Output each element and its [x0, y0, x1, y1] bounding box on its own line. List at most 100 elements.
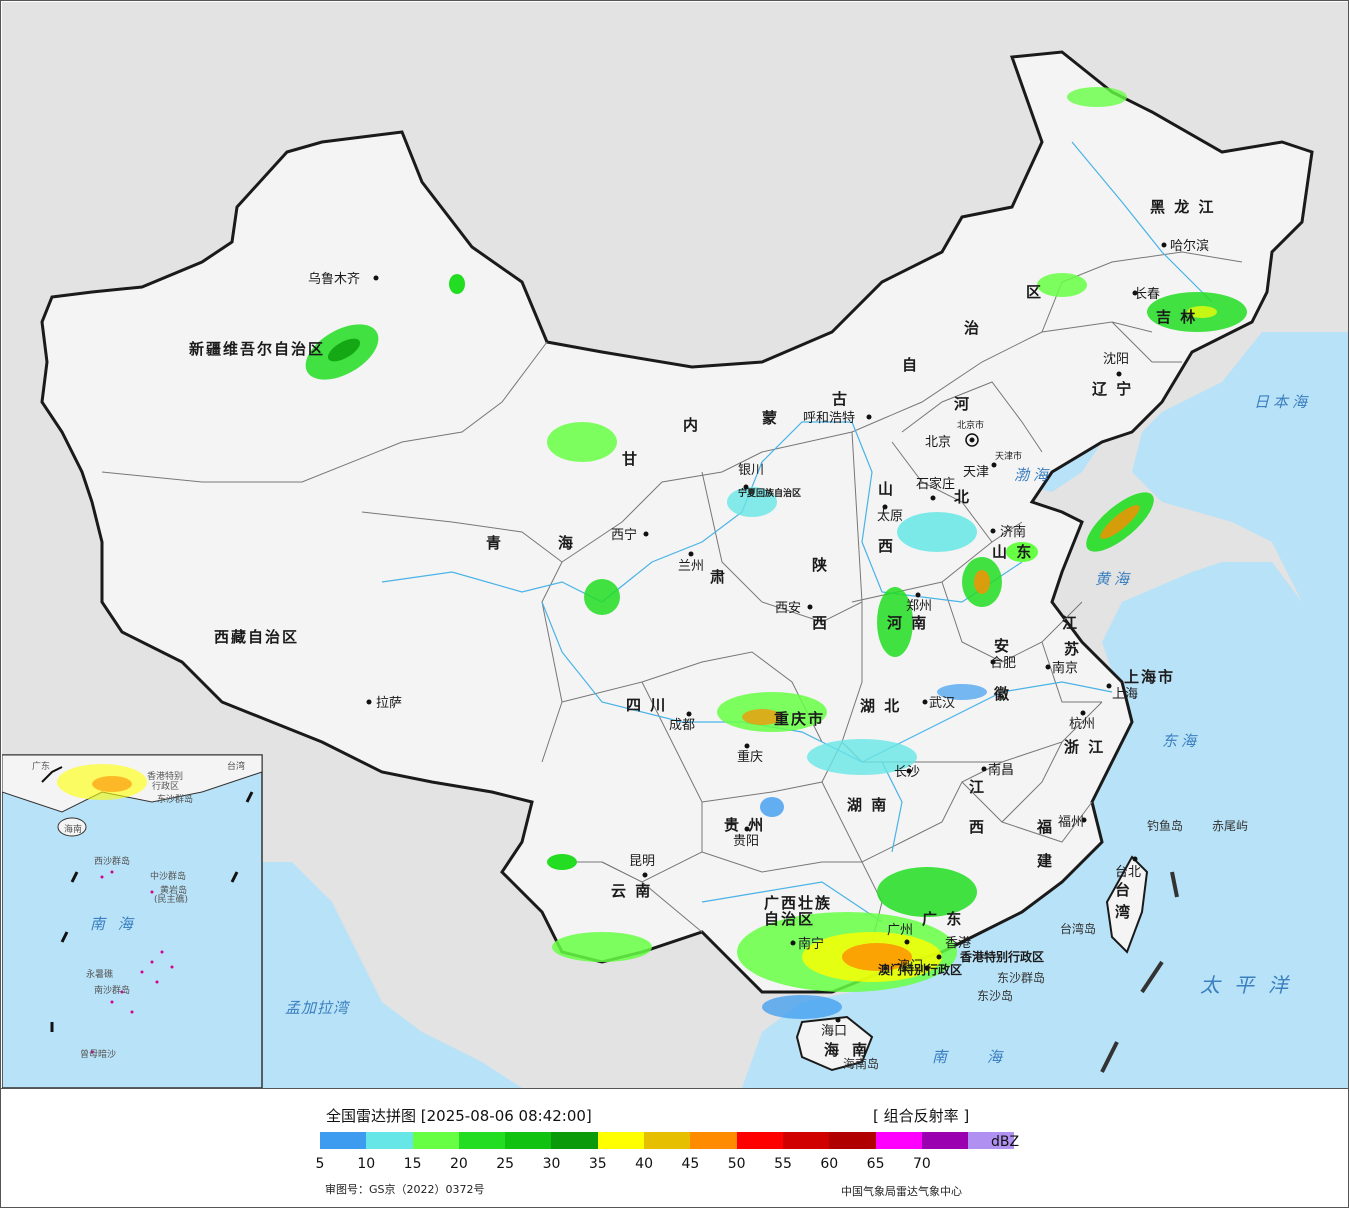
city-kunming: 昆明 — [629, 854, 655, 869]
province-ningxia: 宁夏回族自治区 — [738, 487, 801, 499]
color-swatch — [366, 1132, 413, 1149]
province-qinghai-2: 海 — [558, 534, 575, 552]
city-guangzhou: 广州 — [887, 923, 913, 938]
color-swatch — [968, 1132, 1015, 1149]
province-hainan-1: 海 — [824, 1041, 841, 1059]
province-taiwan-1: 台 — [1115, 881, 1132, 899]
inset-minzhu-label: (民主礁) — [154, 893, 188, 905]
color-swatch — [551, 1132, 598, 1149]
province-labels: 新疆维吾尔自治区 西藏自治区 青 海 甘 肃 内 蒙 古 自 治 区 黑 龙 江… — [189, 198, 1215, 1059]
island-chiwei: 赤尾屿 — [1212, 819, 1248, 833]
scale-tick-label: 25 — [496, 1156, 515, 1172]
sea-pacific: 太平洋 — [1200, 973, 1302, 997]
province-jiangsu-2: 苏 — [1064, 640, 1081, 658]
color-swatch — [412, 1132, 459, 1149]
province-heilongjiang: 黑 龙 江 — [1150, 198, 1215, 216]
color-swatch — [320, 1132, 367, 1149]
sea-east: 东海 — [1162, 732, 1200, 750]
city-taiyuan: 太原 — [877, 509, 903, 524]
island-dongsha-islands: 东沙群岛 — [997, 970, 1045, 985]
city-changchun: 长春 — [1134, 287, 1160, 302]
province-hainan-2: 南 — [852, 1041, 869, 1059]
city-changsha: 长沙 — [894, 765, 920, 780]
province-shaanxi-1: 陕 — [812, 556, 829, 574]
color-swatch — [875, 1132, 922, 1149]
city-nanchang: 南昌 — [988, 762, 1014, 778]
city-haikou: 海口 — [821, 1024, 847, 1039]
province-gansu-1: 甘 — [622, 450, 639, 468]
color-scale — [320, 1132, 1015, 1149]
radar-map: 南 海 中沙群岛 黄岩岛 (民主礁) 南沙群岛 永暑礁 曾母暗沙 西沙群岛 东沙… — [2, 2, 1348, 1088]
province-guangxi-2: 自治区 — [764, 910, 815, 928]
city-urumqi: 乌鲁木齐 — [308, 271, 360, 287]
city-xian: 西安 — [775, 601, 801, 616]
province-shanxi-1: 山 — [878, 480, 895, 498]
color-swatch — [736, 1132, 783, 1149]
province-henan: 河 南 — [887, 614, 928, 632]
boundary-dashes — [1100, 871, 1179, 1073]
city-jinan: 济南 — [1000, 524, 1026, 540]
radar-echoes — [305, 87, 1247, 1019]
island-hainan: 海南岛 — [843, 1056, 879, 1071]
china-landmass — [40, 50, 1314, 994]
province-xizang: 西藏自治区 — [214, 628, 299, 646]
province-gansu-2: 肃 — [710, 568, 727, 586]
island-taiwan: 台湾岛 — [1060, 921, 1096, 936]
city-nanjing: 南京 — [1052, 660, 1078, 676]
province-jiangxi-2: 西 — [969, 818, 986, 836]
capital-icon — [965, 433, 979, 447]
province-borders — [101, 251, 1243, 943]
province-fujian-1: 福 — [1036, 818, 1054, 836]
inset-guangdong-label: 广东 — [32, 760, 50, 772]
taiwan-island-shape — [1105, 855, 1149, 954]
province-neimenggu-4: 自 — [902, 356, 919, 374]
city-macau: 澳门 — [897, 958, 923, 974]
city-fuzhou: 福州 — [1058, 815, 1084, 830]
hainan-island-shape — [795, 1015, 874, 1072]
scale-tick-label: 55 — [774, 1156, 792, 1172]
color-swatch — [921, 1132, 969, 1149]
province-liaoning: 辽 宁 — [1092, 380, 1133, 398]
city-beijing: 北京 — [925, 435, 951, 450]
scale-tick-label: 5 — [315, 1156, 325, 1172]
sea-south: 南海 — [932, 1048, 1042, 1066]
color-swatch — [458, 1132, 506, 1149]
province-qinghai-1: 青 — [486, 534, 503, 552]
color-swatch — [690, 1132, 737, 1149]
province-anhui-2: 徽 — [993, 685, 1011, 703]
province-zhejiang: 浙 江 — [1064, 738, 1105, 756]
city-hangzhou: 杭州 — [1069, 717, 1095, 732]
scale-tick-label: 20 — [449, 1156, 468, 1172]
city-xining: 西宁 — [611, 527, 637, 543]
color-swatch — [505, 1132, 552, 1149]
inset-hainan-label: 海南 — [64, 823, 82, 835]
inset-nansha-label: 南沙群岛 — [94, 984, 130, 996]
scale-tick-label: 35 — [588, 1156, 607, 1172]
scale-tick-label: 65 — [866, 1156, 885, 1172]
province-jiangsu-1: 江 — [1062, 614, 1079, 632]
city-shenyang: 沈阳 — [1103, 352, 1129, 367]
city-yinchuan: 银川 — [738, 463, 764, 478]
province-macau: 澳门特别行政区 — [878, 962, 962, 977]
inset-huangyan-label: 黄岩岛 — [160, 884, 187, 896]
scale-tick-label: 60 — [820, 1156, 839, 1172]
ocean — [202, 332, 1348, 1088]
city-lhasa: 拉萨 — [376, 696, 402, 711]
province-hongkong: 香港特别行政区 — [959, 949, 1044, 964]
province-sichuan: 四 川 — [626, 696, 667, 714]
province-shandong: 山 东 — [992, 543, 1033, 561]
city-zhengzhou: 郑州 — [906, 599, 932, 614]
scale-tick-label: 40 — [635, 1156, 654, 1172]
city-tianjin-municipality: 天津市 — [995, 450, 1022, 462]
south-china-sea-inset: 南 海 中沙群岛 黄岩岛 (民主礁) 南沙群岛 永暑礁 曾母暗沙 西沙群岛 东沙… — [2, 754, 263, 1088]
color-swatch — [782, 1132, 830, 1149]
province-jiangxi-1: 江 — [969, 778, 986, 796]
province-taiwan-2: 湾 — [1115, 903, 1132, 921]
province-shaanxi-2: 西 — [812, 614, 829, 632]
inset-yongshu-label: 永暑礁 — [86, 968, 113, 980]
legend-panel: 全国雷达拼图 [2025-08-06 08:42:00] [ 组合反射率 ] d… — [1, 1088, 1348, 1207]
inset-hk-label: 香港特别 — [147, 770, 183, 782]
sea-bengal: 孟加拉湾 — [285, 999, 351, 1017]
province-hebei-2: 北 — [954, 488, 971, 506]
